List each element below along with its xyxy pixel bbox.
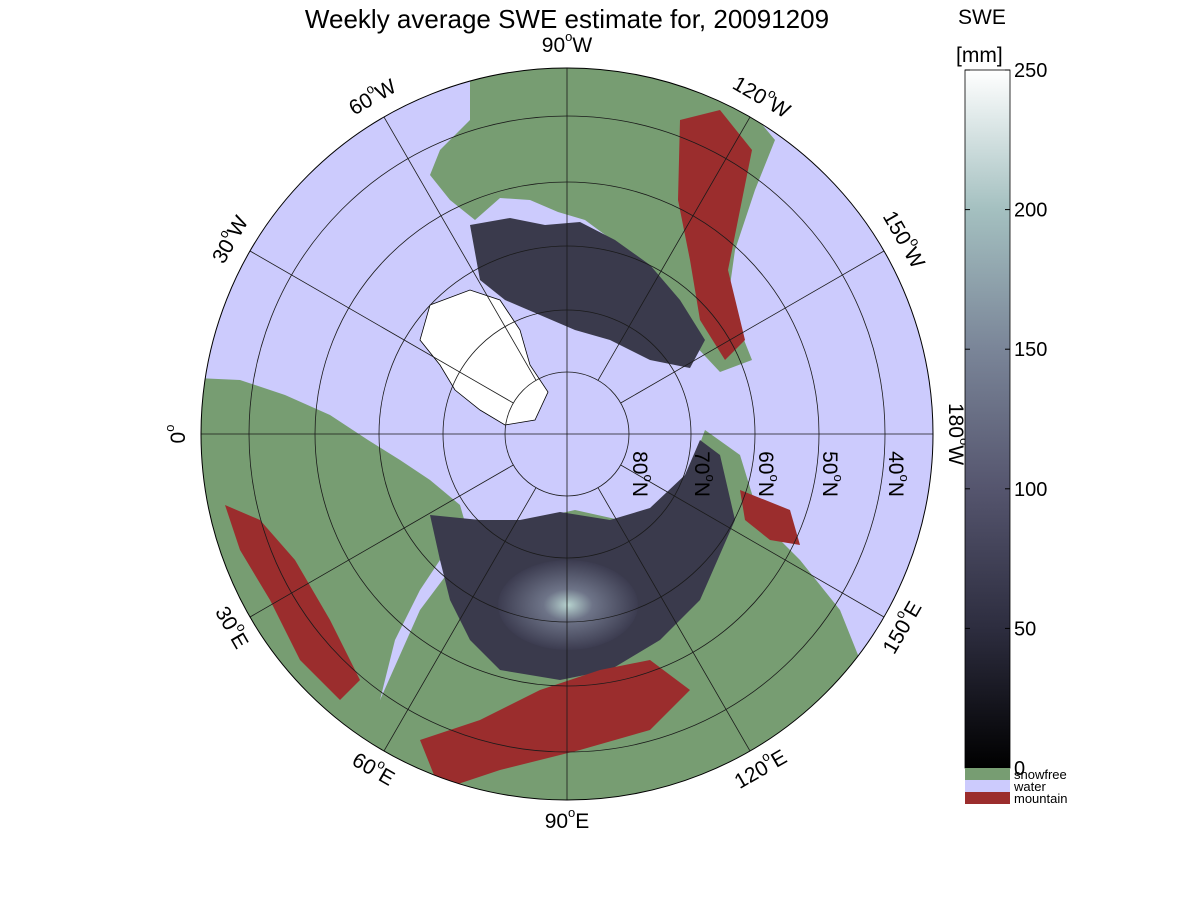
mountains-europe — [225, 505, 360, 700]
colorbar-tick-label: 200 — [1014, 200, 1047, 222]
map-boundary — [200, 67, 934, 801]
longitude-label: 90oE — [545, 805, 590, 832]
colorbar-category-swatch — [965, 780, 1010, 792]
colorbar-unit: [mm] — [956, 44, 1003, 67]
colorbar: SWE [mm] 0 50 100 150 200 250 snowfreewatermo… — [956, 6, 1067, 806]
snow-cover-canada — [470, 218, 705, 368]
colorbar-category-label: snowfree — [1014, 767, 1067, 782]
colorbar-ticks: 0 50 100 150 200 250 — [965, 60, 1047, 780]
colorbar-category-label: water — [1013, 779, 1046, 794]
longitude-label: 90oW — [542, 29, 593, 56]
landmass-europe — [201, 378, 470, 700]
latitude-label: 40oN — [884, 451, 911, 497]
colorbar-tick-label: 0 — [1014, 758, 1025, 780]
latitude-label: 80oN — [628, 451, 655, 497]
longitude-label: 0o — [162, 425, 189, 444]
landmass-greenland — [419, 289, 549, 426]
map-title: Weekly average SWE estimate for, 2009120… — [305, 4, 829, 34]
colorbar-tick-label: 100 — [1014, 479, 1047, 501]
latitude-label: 70oN — [690, 451, 717, 497]
mountains-east-asia — [740, 490, 800, 545]
colorbar-category-swatch — [965, 792, 1010, 804]
longitude-label: 180oW — [944, 403, 971, 465]
snow-peak-siberia — [498, 560, 638, 650]
polar-map: 0o30oE60oE90oE120oE150oE180oW150oW120oW9… — [162, 29, 971, 832]
colorbar-gradient — [964, 69, 1011, 769]
colorbar-category-label: mountain — [1014, 791, 1067, 806]
latitude-label: 60oN — [754, 451, 781, 497]
mountains-asia — [420, 660, 690, 790]
latitude-labels: 80oN 70oN 60oN 50oN 40oN — [628, 451, 911, 497]
colorbar-title: SWE — [958, 6, 1006, 29]
colorbar-tick-label: 150 — [1014, 339, 1047, 361]
land-layer — [201, 68, 860, 800]
colorbar-tick-label: 50 — [1014, 618, 1036, 640]
colorbar-category-swatch — [965, 768, 1010, 780]
graticule — [201, 68, 933, 800]
latitude-label: 50oN — [818, 451, 845, 497]
colorbar-tick-label: 250 — [1014, 60, 1047, 82]
